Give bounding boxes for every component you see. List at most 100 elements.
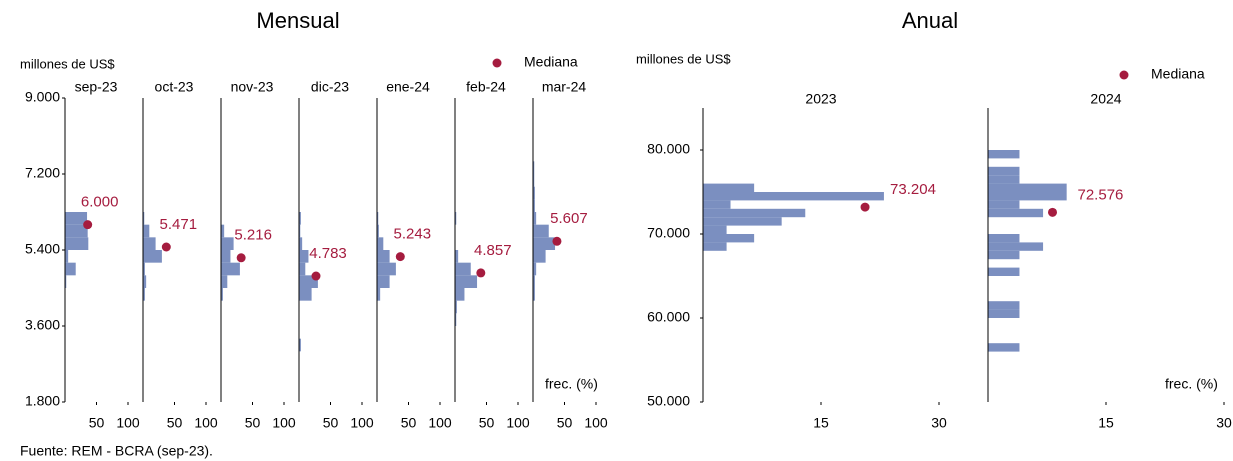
bar — [533, 237, 556, 250]
panel-title: ene-24 — [386, 79, 430, 95]
x-tick-label: 100 — [584, 415, 608, 431]
bar — [988, 192, 1067, 201]
bar — [143, 275, 147, 288]
bar — [455, 288, 465, 301]
bar — [533, 161, 535, 174]
bar — [703, 242, 727, 251]
bar — [143, 224, 150, 238]
bar — [988, 150, 1020, 159]
median-marker — [552, 236, 562, 246]
bar — [221, 237, 234, 250]
bar — [533, 212, 537, 225]
bar — [455, 275, 478, 288]
bar — [143, 262, 145, 276]
x-axis-label: frec. (%) — [545, 376, 598, 392]
bar — [988, 200, 1020, 209]
bar — [377, 275, 390, 288]
bar — [533, 224, 549, 238]
bar — [455, 300, 457, 314]
x-tick-label: 50 — [167, 415, 183, 431]
bar — [988, 242, 1044, 251]
bar — [988, 309, 1020, 318]
bar — [377, 288, 381, 301]
x-tick-label: 100 — [428, 415, 452, 431]
bar — [143, 237, 156, 250]
y-tick-label: 3.600 — [25, 317, 60, 333]
bar — [533, 275, 535, 288]
x-tick-label: 50 — [479, 415, 495, 431]
bar — [221, 288, 223, 301]
median-label: 72.576 — [1078, 186, 1124, 203]
bar — [299, 262, 306, 276]
bar — [455, 250, 459, 263]
y-tick-label: 60.000 — [647, 309, 690, 325]
x-tick-label: 15 — [1098, 415, 1114, 431]
median-label: 5.216 — [234, 227, 272, 244]
bar — [221, 250, 231, 263]
median-label: 5.607 — [550, 210, 588, 227]
y-tick-label: 80.000 — [647, 141, 690, 157]
panel-title: sep-23 — [75, 79, 118, 95]
bar — [299, 224, 301, 238]
median-marker — [860, 202, 870, 212]
median-marker — [395, 252, 405, 262]
median-label: 4.857 — [474, 242, 512, 259]
bar — [299, 250, 309, 263]
bar — [988, 183, 1067, 192]
bar — [377, 224, 379, 238]
x-tick-label: 50 — [89, 415, 105, 431]
x-tick-label: 30 — [931, 415, 947, 431]
bar — [703, 183, 755, 192]
y-axis-label: millones de US$ — [20, 56, 115, 71]
y-tick-label: 50.000 — [647, 393, 690, 409]
bar — [988, 343, 1020, 352]
bar — [377, 262, 396, 276]
panel-title: mar-24 — [542, 79, 587, 95]
bar — [988, 301, 1020, 310]
legend-marker — [492, 58, 502, 68]
median-label: 5.243 — [394, 226, 432, 243]
legend-marker — [1119, 70, 1129, 80]
x-tick-label: 15 — [813, 415, 829, 431]
bar — [377, 237, 384, 250]
bar — [221, 224, 225, 238]
bar — [299, 212, 301, 225]
median-label: 4.783 — [309, 245, 347, 262]
bar — [221, 275, 228, 288]
bar — [377, 212, 379, 225]
legend-label: Mediana — [1151, 66, 1205, 82]
x-tick-label: 100 — [272, 415, 296, 431]
legend-label: Mediana — [524, 54, 578, 70]
bar — [703, 208, 806, 218]
panel-title: feb-24 — [466, 79, 506, 95]
median-marker — [1048, 207, 1058, 217]
bar — [703, 234, 755, 243]
bar — [988, 234, 1020, 243]
bar — [455, 313, 457, 326]
median-label: 73.204 — [890, 181, 936, 198]
panel-title: nov-23 — [231, 79, 274, 95]
x-tick-label: 100 — [194, 415, 218, 431]
bar — [221, 262, 240, 276]
x-tick-label: 100 — [506, 415, 530, 431]
median-marker — [476, 268, 486, 278]
bar — [533, 186, 535, 200]
bar — [299, 288, 312, 301]
y-tick-label: 70.000 — [647, 225, 690, 241]
bar — [65, 212, 88, 225]
bar — [455, 212, 457, 225]
bar — [143, 212, 145, 225]
bar — [299, 338, 301, 352]
bar — [988, 175, 1020, 184]
panel-title: 2023 — [805, 91, 836, 107]
y-tick-label: 7.200 — [25, 165, 60, 181]
x-axis-label: frec. (%) — [1165, 376, 1218, 392]
x-tick-label: 50 — [323, 415, 339, 431]
bar — [65, 237, 89, 250]
median-marker — [83, 220, 93, 230]
bar — [65, 275, 67, 288]
bar — [143, 250, 162, 263]
bar — [533, 174, 535, 187]
bar — [533, 250, 546, 263]
